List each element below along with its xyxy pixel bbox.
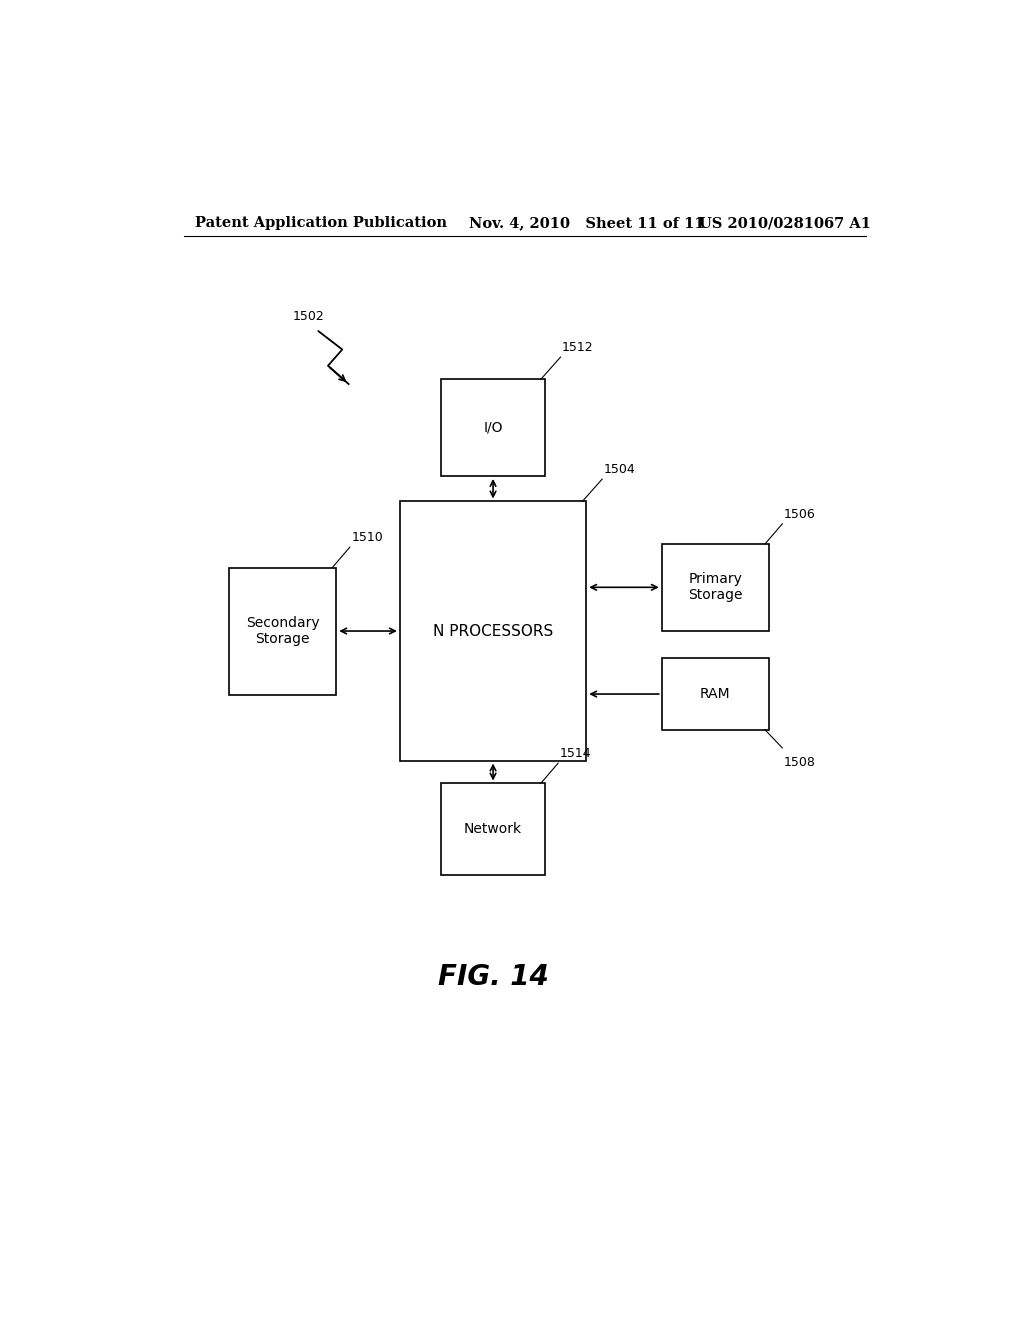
Bar xyxy=(662,659,769,730)
Text: 1510: 1510 xyxy=(351,531,383,544)
Bar xyxy=(662,544,769,631)
Text: US 2010/0281067 A1: US 2010/0281067 A1 xyxy=(699,216,871,231)
Bar xyxy=(441,784,545,875)
Text: Secondary
Storage: Secondary Storage xyxy=(246,616,319,645)
Bar xyxy=(441,379,545,477)
Text: FIG. 14: FIG. 14 xyxy=(437,962,549,990)
Text: 1504: 1504 xyxy=(604,463,636,477)
Text: Network: Network xyxy=(464,822,522,837)
Text: 1506: 1506 xyxy=(784,508,816,521)
Text: RAM: RAM xyxy=(700,686,730,701)
Text: 1502: 1502 xyxy=(293,310,325,323)
Text: Nov. 4, 2010   Sheet 11 of 11: Nov. 4, 2010 Sheet 11 of 11 xyxy=(469,216,705,231)
Text: I/O: I/O xyxy=(483,421,503,434)
Bar xyxy=(229,568,336,694)
Text: Patent Application Publication: Patent Application Publication xyxy=(196,216,447,231)
Text: N PROCESSORS: N PROCESSORS xyxy=(433,623,553,639)
Text: 1508: 1508 xyxy=(784,756,816,770)
Text: Primary
Storage: Primary Storage xyxy=(688,573,742,602)
Text: 1514: 1514 xyxy=(560,747,591,760)
Bar xyxy=(399,502,587,760)
Text: 1512: 1512 xyxy=(562,341,594,354)
